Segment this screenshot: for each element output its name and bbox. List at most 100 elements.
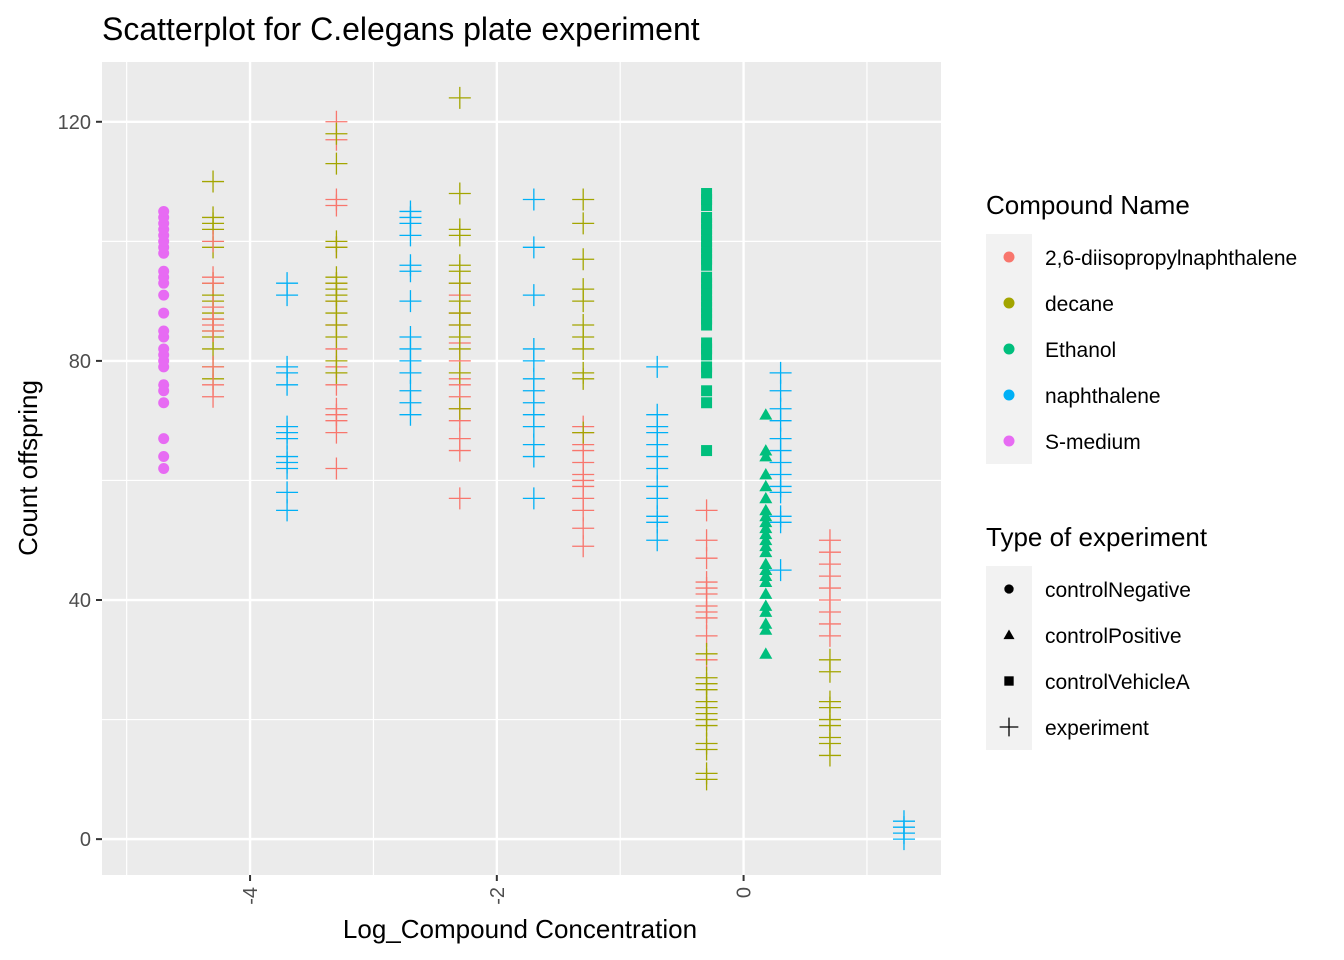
legend-shape-swatch: [999, 717, 1019, 737]
data-point: [818, 648, 841, 671]
data-point: [701, 295, 713, 307]
data-point: [158, 433, 170, 445]
data-point: [158, 463, 170, 474]
data-point: [399, 290, 422, 313]
data-point: [701, 277, 713, 289]
data-point: [158, 307, 170, 319]
data-point: [448, 86, 471, 109]
data-point: [759, 467, 773, 480]
legend-color-swatch: [1003, 389, 1015, 401]
data-point: [701, 349, 713, 361]
data-point: [759, 479, 773, 492]
data-point: [701, 385, 713, 397]
y-tick-label: 40: [69, 590, 91, 612]
data-point: [325, 188, 348, 211]
data-point: [158, 397, 170, 409]
data-point: [701, 253, 713, 265]
data-point: [325, 349, 348, 372]
data-point: [325, 152, 348, 175]
data-point: [202, 230, 225, 253]
data-points: [158, 86, 915, 851]
data-point: [522, 487, 545, 510]
data-point: [701, 445, 713, 457]
data-point: [448, 218, 471, 241]
y-tick-label: 120: [58, 112, 91, 134]
data-point: [701, 367, 713, 379]
data-point: [572, 248, 595, 271]
data-point: [202, 170, 225, 193]
legend-color-label: decane: [1045, 293, 1114, 316]
data-point: [202, 355, 225, 378]
data-point: [448, 254, 471, 277]
legend-color-swatch: [1003, 435, 1015, 447]
legend-color-title: Compound Name: [986, 190, 1190, 220]
data-point: [158, 343, 170, 355]
data-point: [701, 259, 713, 271]
legend-color-swatch: [1003, 343, 1015, 355]
data-point: [276, 272, 299, 295]
data-point: [448, 361, 471, 384]
legend-shape-title: Type of experiment: [986, 522, 1208, 552]
data-point: [158, 205, 170, 217]
data-point: [522, 188, 545, 211]
data-point: [695, 571, 718, 594]
x-tick-label: -2: [487, 887, 509, 905]
data-point: [701, 343, 713, 355]
data-point: [759, 599, 773, 611]
legend-color-label: 2,6-diisopropylnaphthalene: [1045, 247, 1297, 270]
data-point: [572, 278, 595, 301]
data-point: [276, 415, 299, 438]
data-point: [701, 193, 713, 205]
grid-major: [102, 62, 941, 875]
grid-minor: [102, 62, 941, 875]
data-point: [325, 266, 348, 289]
data-point: [701, 313, 713, 325]
data-point: [158, 451, 170, 463]
data-point: [695, 529, 718, 552]
data-point: [701, 337, 713, 349]
data-point: [759, 408, 773, 420]
data-point: [701, 235, 713, 247]
data-point: [448, 487, 471, 510]
data-point: [325, 122, 348, 145]
data-point: [892, 810, 915, 833]
data-point: [522, 236, 545, 259]
data-point: [818, 529, 841, 552]
data-point: [325, 397, 348, 420]
data-point: [701, 247, 713, 259]
data-point: [572, 314, 595, 337]
data-point: [769, 361, 792, 384]
data-point: [759, 503, 773, 516]
data-point: [701, 229, 713, 241]
axis-ticks: -4 -2 0 0 40 80 120: [58, 112, 756, 905]
data-point: [276, 481, 299, 504]
chart-title: Scatterplot for C.elegans plate experime…: [102, 11, 700, 47]
data-point: [399, 200, 422, 223]
x-tick-label: -4: [240, 887, 262, 905]
data-point: [759, 575, 773, 587]
data-point: [759, 623, 773, 635]
data-point: [759, 509, 773, 522]
data-point: [701, 223, 713, 235]
data-point: [522, 284, 545, 307]
data-point: [759, 545, 773, 558]
legend-color-swatch: [1003, 251, 1015, 263]
legend-shape-label: controlPositive: [1045, 625, 1182, 648]
data-point: [572, 188, 595, 211]
data-point: [276, 355, 299, 378]
data-point: [759, 557, 773, 570]
data-point: [759, 563, 773, 575]
data-point: [158, 289, 170, 301]
data-point: [701, 241, 713, 253]
data-point: [695, 666, 718, 689]
data-point: [399, 254, 422, 277]
data-point: [202, 296, 225, 319]
data-point: [759, 450, 773, 462]
data-point: [759, 617, 773, 629]
data-point: [448, 397, 471, 420]
plot-panel: [102, 62, 941, 875]
legend-color-label: naphthalene: [1045, 385, 1161, 408]
y-tick-label: 0: [80, 829, 91, 851]
x-tick-label: 0: [734, 887, 756, 898]
